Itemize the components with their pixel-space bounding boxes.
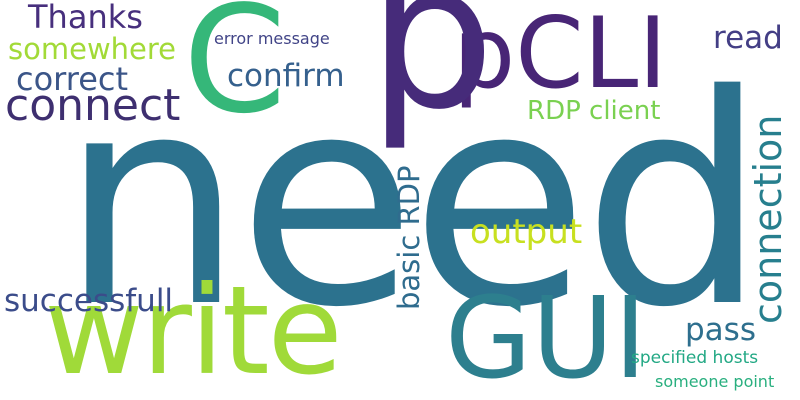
word-correct: correct — [16, 60, 129, 98]
word-pass: pass — [685, 312, 756, 348]
word-gui: GUI — [445, 274, 647, 400]
word-thanks: Thanks — [28, 0, 143, 36]
word-basic-rdp: basic RDP — [392, 165, 426, 310]
word-need: need — [60, 34, 767, 371]
word-c: C — [183, 0, 287, 146]
word-rdp-client: RDP client — [527, 96, 661, 126]
word-successfull: successfull — [4, 283, 174, 319]
word-output: output — [470, 212, 583, 252]
word-error-message: error message — [214, 29, 330, 48]
word-pcli: pCLI — [453, 0, 668, 111]
word-write: write — [44, 260, 343, 400]
word-p: p — [368, 0, 495, 154]
word-connect: connect — [5, 80, 181, 131]
word-connection: connection — [746, 114, 790, 324]
word-specified-hosts: specified hosts — [631, 348, 759, 368]
word-somewhere: somewhere — [8, 32, 177, 66]
word-confirm: confirm — [227, 58, 345, 94]
word-someone-point: someone point — [655, 372, 775, 391]
word-read: read — [713, 20, 783, 56]
